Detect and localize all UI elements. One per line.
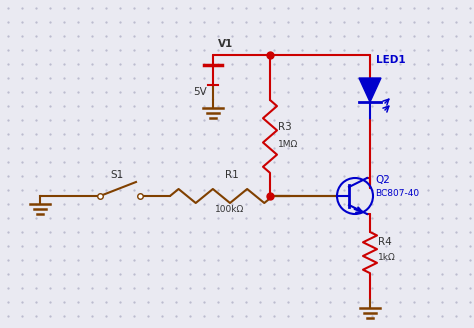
Text: BC807-40: BC807-40 bbox=[375, 189, 419, 198]
Text: 1kΩ: 1kΩ bbox=[378, 253, 396, 262]
Text: R3: R3 bbox=[278, 122, 292, 132]
Text: V1: V1 bbox=[218, 39, 233, 49]
Text: Q2: Q2 bbox=[375, 175, 390, 185]
Text: R4: R4 bbox=[378, 237, 392, 247]
Text: S1: S1 bbox=[110, 170, 123, 180]
Text: 5V: 5V bbox=[193, 87, 207, 97]
Text: 1MΩ: 1MΩ bbox=[278, 140, 298, 149]
Text: R1: R1 bbox=[225, 170, 239, 180]
Text: 100kΩ: 100kΩ bbox=[215, 205, 244, 214]
Polygon shape bbox=[359, 78, 381, 102]
Text: LED1: LED1 bbox=[376, 55, 406, 65]
